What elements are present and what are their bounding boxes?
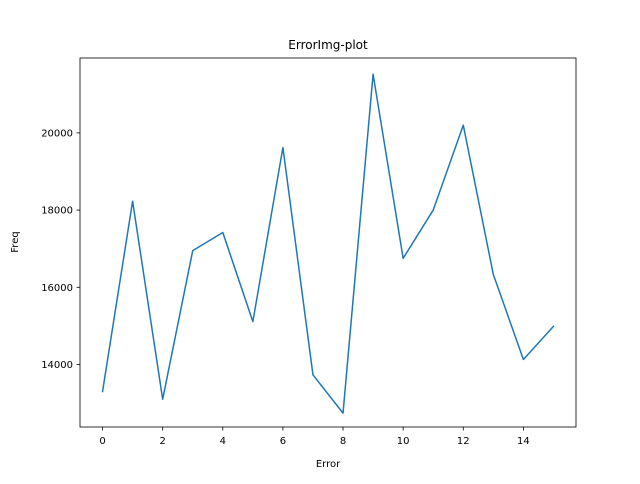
x-tick-label: 0 [99, 436, 105, 447]
x-tick-label: 6 [280, 436, 286, 447]
x-tick-label: 4 [220, 436, 226, 447]
chart-title: ErrorImg-plot [288, 38, 368, 52]
y-tick-label: 20000 [41, 128, 73, 139]
x-axis-label: Error [316, 459, 341, 470]
x-tick-label: 14 [517, 436, 530, 447]
y-tick-label: 18000 [41, 206, 73, 217]
y-tick-label: 14000 [41, 360, 73, 371]
x-tick-label: 10 [397, 436, 410, 447]
y-tick-label: 16000 [41, 283, 73, 294]
x-tick-label: 12 [457, 436, 470, 447]
x-tick-label: 8 [340, 436, 346, 447]
x-tick-label: 2 [159, 436, 165, 447]
y-axis-label: Freq [10, 231, 21, 252]
